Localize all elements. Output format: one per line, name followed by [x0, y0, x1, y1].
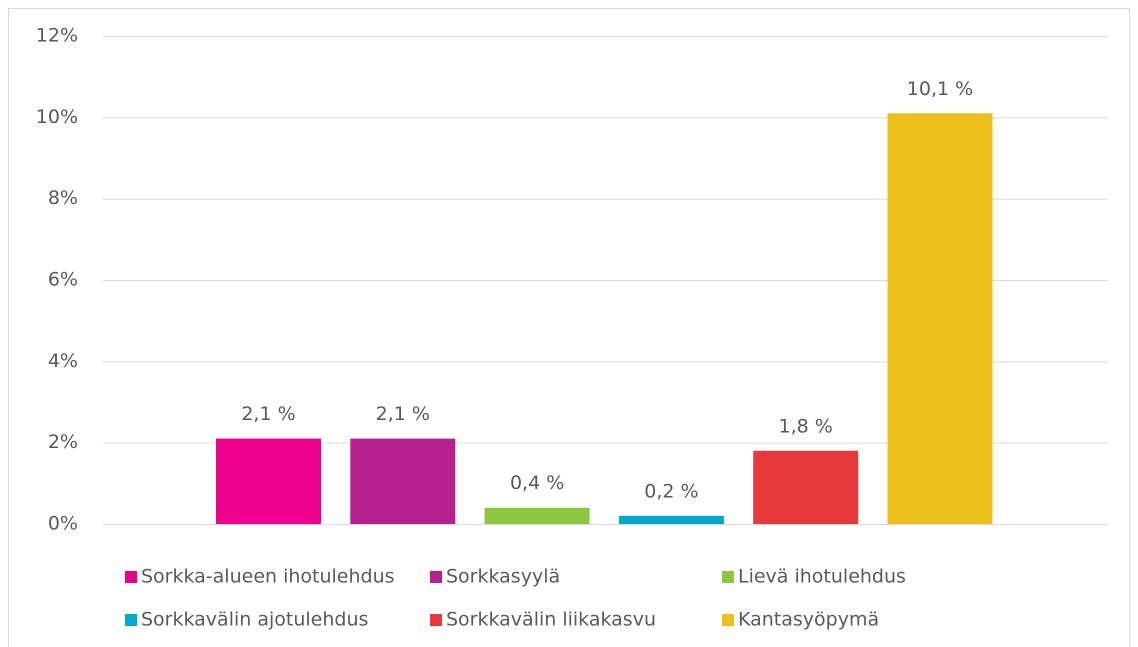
legend-swatch: [430, 614, 442, 626]
bar: [618, 515, 724, 524]
data-label: 10,1 %: [907, 78, 973, 100]
bar: [350, 438, 456, 524]
y-tick-label: 12%: [36, 25, 78, 47]
legend-swatch: [125, 571, 137, 583]
legend-swatch: [722, 614, 734, 626]
legend-swatch: [722, 571, 734, 583]
legend-label: Lievä ihotulehdus: [738, 566, 906, 588]
data-label: 2,1 %: [241, 403, 295, 425]
data-label: 1,8 %: [779, 415, 833, 437]
data-label: 0,2 %: [644, 480, 698, 502]
y-tick-label: 8%: [48, 187, 78, 209]
chart-border: [8, 8, 1130, 647]
y-tick-label: 0%: [48, 513, 78, 535]
bar: [216, 438, 321, 524]
data-label: 2,1 %: [376, 403, 430, 425]
legend-label: Sorkkavälin ajotulehdus: [141, 609, 368, 631]
legend-label: Sorkkasyylä: [446, 566, 560, 588]
legend-label: Sorkkavälin liikakasvu: [446, 609, 656, 631]
y-tick-label: 2%: [48, 431, 78, 453]
data-label: 0,4 %: [510, 472, 564, 494]
legend-label: Sorkka-alueen ihotulehdus: [141, 566, 395, 588]
bar: [753, 450, 859, 524]
legend-swatch: [430, 571, 442, 583]
y-tick-label: 4%: [48, 350, 78, 372]
legend-label: Kantasyöpymä: [738, 609, 879, 631]
bar: [887, 113, 993, 525]
y-tick-label: 6%: [48, 269, 78, 291]
y-tick-label: 10%: [36, 106, 78, 128]
bar: [484, 507, 590, 524]
legend-swatch: [125, 614, 137, 626]
